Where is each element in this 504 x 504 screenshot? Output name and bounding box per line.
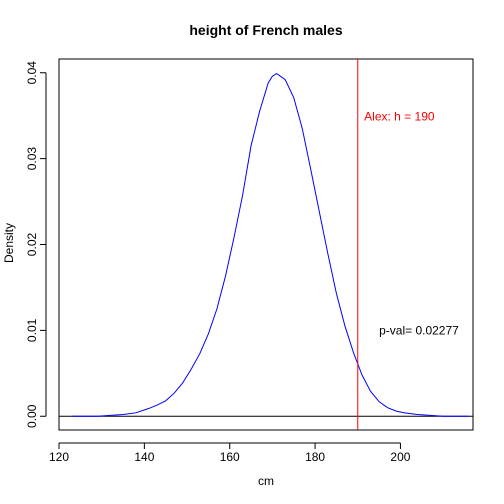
density-curve [71,73,469,417]
x-tick-label-180: 180 [305,450,325,464]
x-tick-label-120: 120 [49,450,69,464]
alex-annotation: Alex: h = 190 [364,110,435,124]
y-tick-label-3: 0.03 [25,147,39,171]
x-tick-label-200: 200 [390,450,410,464]
y-tick-label-1: 0.01 [25,318,39,342]
x-tick-label-140: 140 [134,450,154,464]
chart-title: height of French males [189,22,342,38]
y-tick-label-2: 0.02 [25,232,39,256]
y-axis-label: Density [2,223,16,263]
p-value-annotation: p-val= 0.02277 [379,323,459,337]
y-tick-label-4: 0.04 [25,61,39,85]
x-axis-label: cm [258,474,274,488]
x-tick-label-160: 160 [220,450,240,464]
y-tick-label-0: 0.00 [25,404,39,428]
plot-frame [58,58,474,431]
